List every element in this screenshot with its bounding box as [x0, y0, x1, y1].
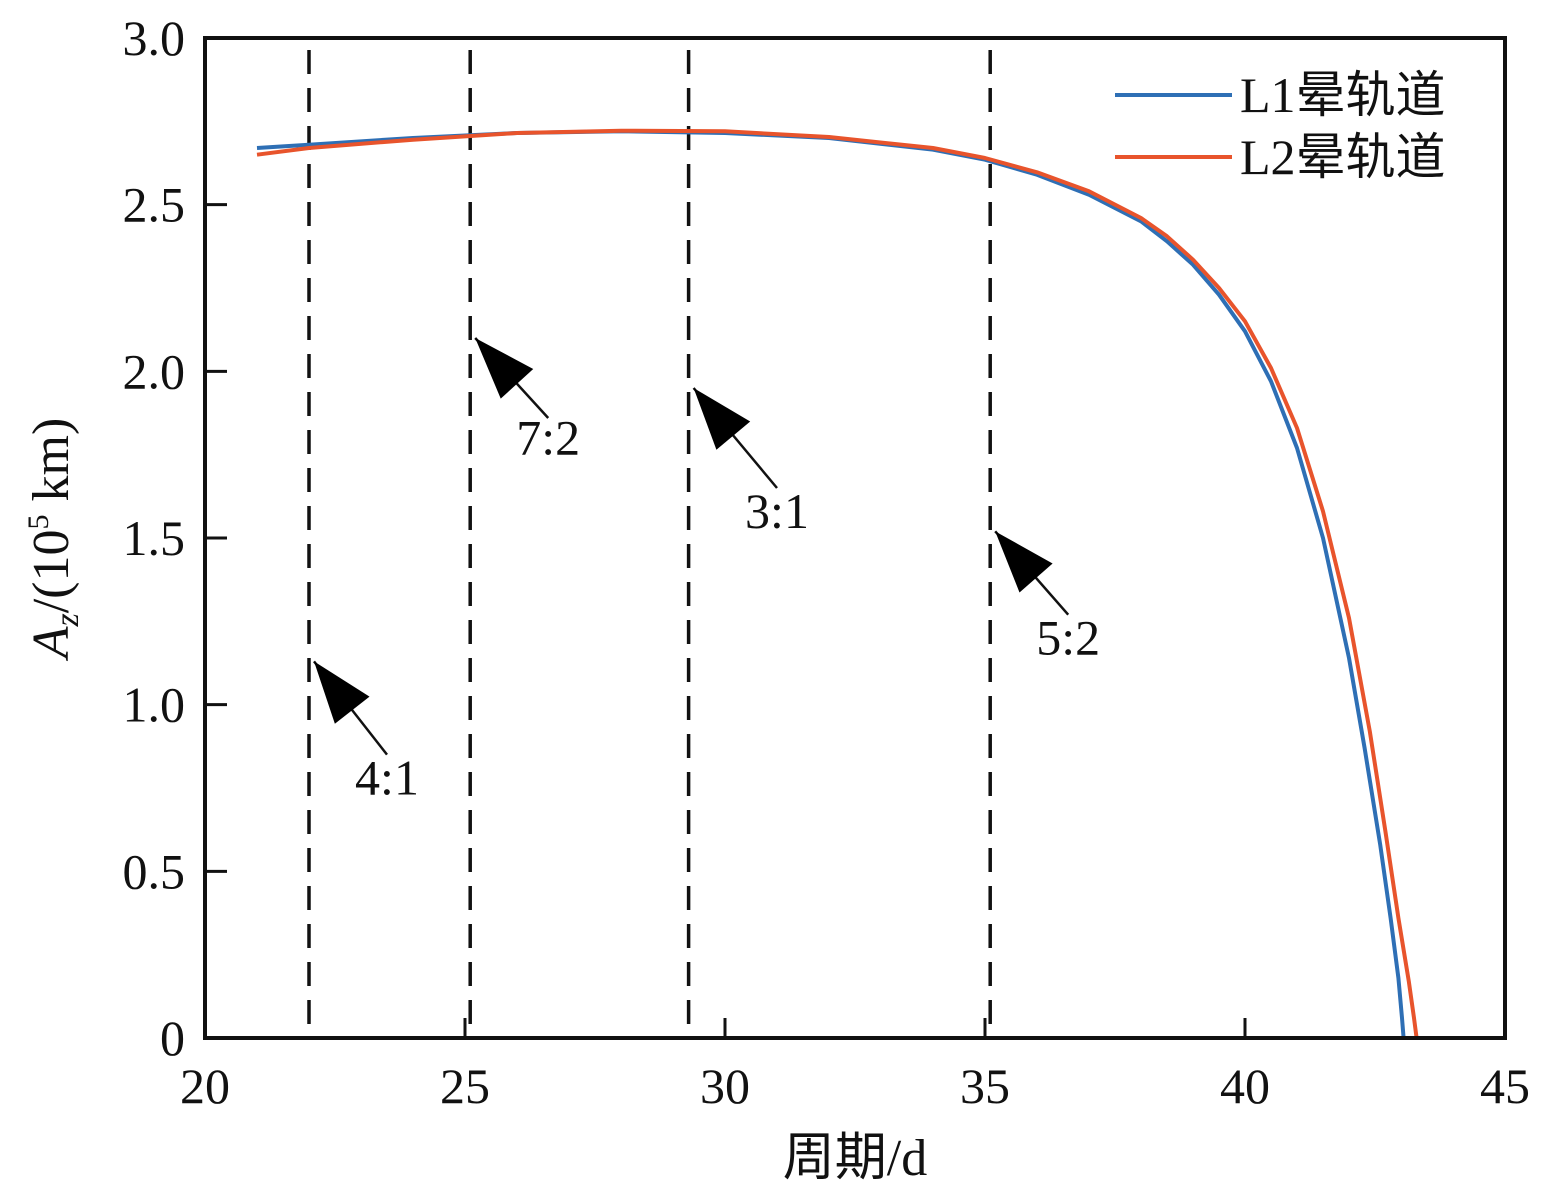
series-lines — [256, 128, 1419, 1039]
x-tick-label: 20 — [180, 1058, 230, 1114]
series-line — [256, 129, 1406, 1039]
x-tick-label: 40 — [1220, 1058, 1270, 1114]
resonance-label: 7:2 — [516, 410, 580, 466]
y-axis-title: Az/(105 km) — [22, 418, 86, 662]
resonance-label: 3:1 — [745, 483, 809, 539]
x-tick-label: 35 — [960, 1058, 1010, 1114]
y-tick-label: 0.5 — [123, 843, 186, 899]
annotation-arrowhead — [693, 388, 751, 450]
x-axis-ticks: 20 25 30 35 40 45 — [180, 1018, 1530, 1114]
resonance-label: 4:1 — [355, 750, 419, 806]
y-tick-label: 2.0 — [123, 343, 186, 399]
y-axis-title-sup: 5 — [22, 515, 55, 530]
x-tick-label: 25 — [440, 1058, 490, 1114]
y-tick-label: 1.0 — [123, 677, 186, 733]
annotation-arrowhead — [314, 661, 370, 724]
resonance-label: 5:2 — [1036, 610, 1100, 666]
y-tick-label: 3.0 — [123, 10, 186, 66]
legend: L1晕轨道 L2晕轨道 — [1115, 67, 1446, 185]
y-axis-ticks: 0 0.5 1.0 1.5 2.0 2.5 3.0 — [123, 10, 227, 1066]
series-line — [256, 128, 1419, 1039]
annotation-arrowhead — [475, 338, 534, 399]
x-tick-label: 45 — [1480, 1058, 1530, 1114]
y-axis-title-tail: km) — [23, 418, 80, 515]
annotation-arrowhead — [995, 531, 1053, 593]
x-tick-label: 30 — [700, 1058, 750, 1114]
x-axis-title: 周期/d — [783, 1130, 927, 1187]
y-axis-title-mid: /(10 — [23, 530, 80, 614]
y-axis-title-main: A — [23, 626, 80, 661]
legend-label: L1晕轨道 — [1240, 67, 1446, 123]
y-tick-label: 2.5 — [123, 177, 186, 233]
y-tick-label: 0 — [160, 1010, 185, 1066]
resonance-annotations: 4:1 7:2 3:1 5:2 — [313, 337, 1100, 806]
y-tick-label: 1.5 — [123, 510, 186, 566]
resonance-lines — [307, 50, 992, 1038]
y-axis-title-sub: z — [49, 613, 86, 627]
plot-frame — [203, 36, 1507, 1040]
legend-label: L2晕轨道 — [1240, 129, 1446, 185]
